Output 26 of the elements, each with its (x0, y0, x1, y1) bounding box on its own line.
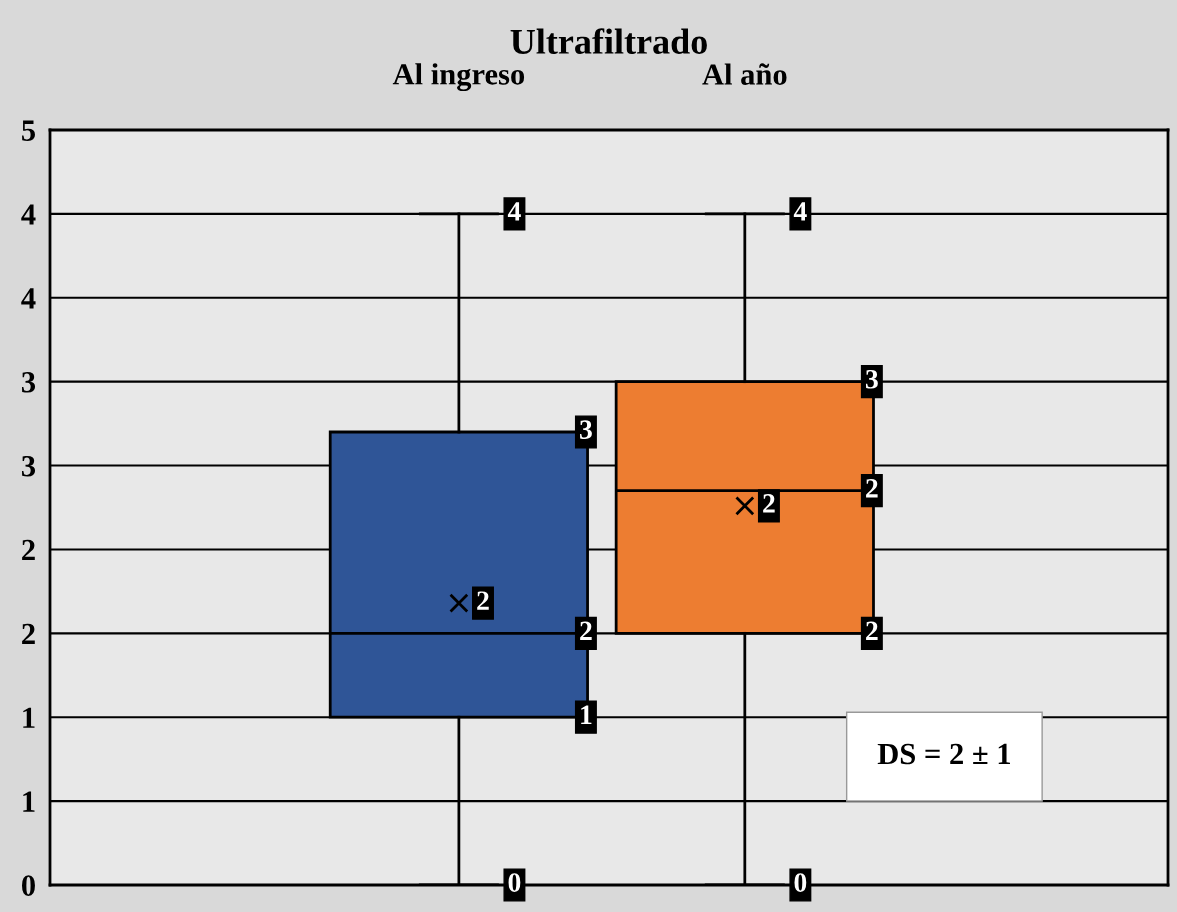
annotation: 3 (865, 369, 878, 389)
y-tick-label: 3 (21, 372, 36, 393)
annotation: 1 (581, 705, 592, 724)
y-tick-label: 4 (21, 204, 36, 225)
annotation: 3 (580, 420, 592, 439)
annotation: 2 (763, 494, 775, 513)
y-tick-label: 4 (21, 288, 36, 309)
annotation: 2 (866, 621, 878, 641)
annotation: 2 (580, 621, 592, 641)
x-tick-label: Al año (702, 63, 787, 85)
y-tick-label: 1 (23, 791, 35, 812)
y-tick-label: 2 (22, 539, 35, 561)
annotation: 4 (507, 202, 521, 221)
annotation: DS = 2 ± 1 (877, 743, 1010, 765)
y-tick-label: 5 (22, 120, 35, 141)
x-tick-label: Al ingreso (392, 63, 525, 92)
annotation: 0 (508, 873, 521, 892)
annotation: 2 (866, 479, 878, 498)
y-tick-label: 0 (22, 875, 35, 896)
y-tick-label: 1 (23, 707, 35, 728)
y-tick-label: 2 (22, 623, 35, 644)
annotation: 2 (477, 591, 489, 610)
y-tick-label: 3 (21, 455, 36, 477)
annotation: 4 (793, 202, 807, 221)
annotation: 0 (794, 873, 807, 892)
chart-title: Ultrafiltrado (510, 28, 707, 54)
